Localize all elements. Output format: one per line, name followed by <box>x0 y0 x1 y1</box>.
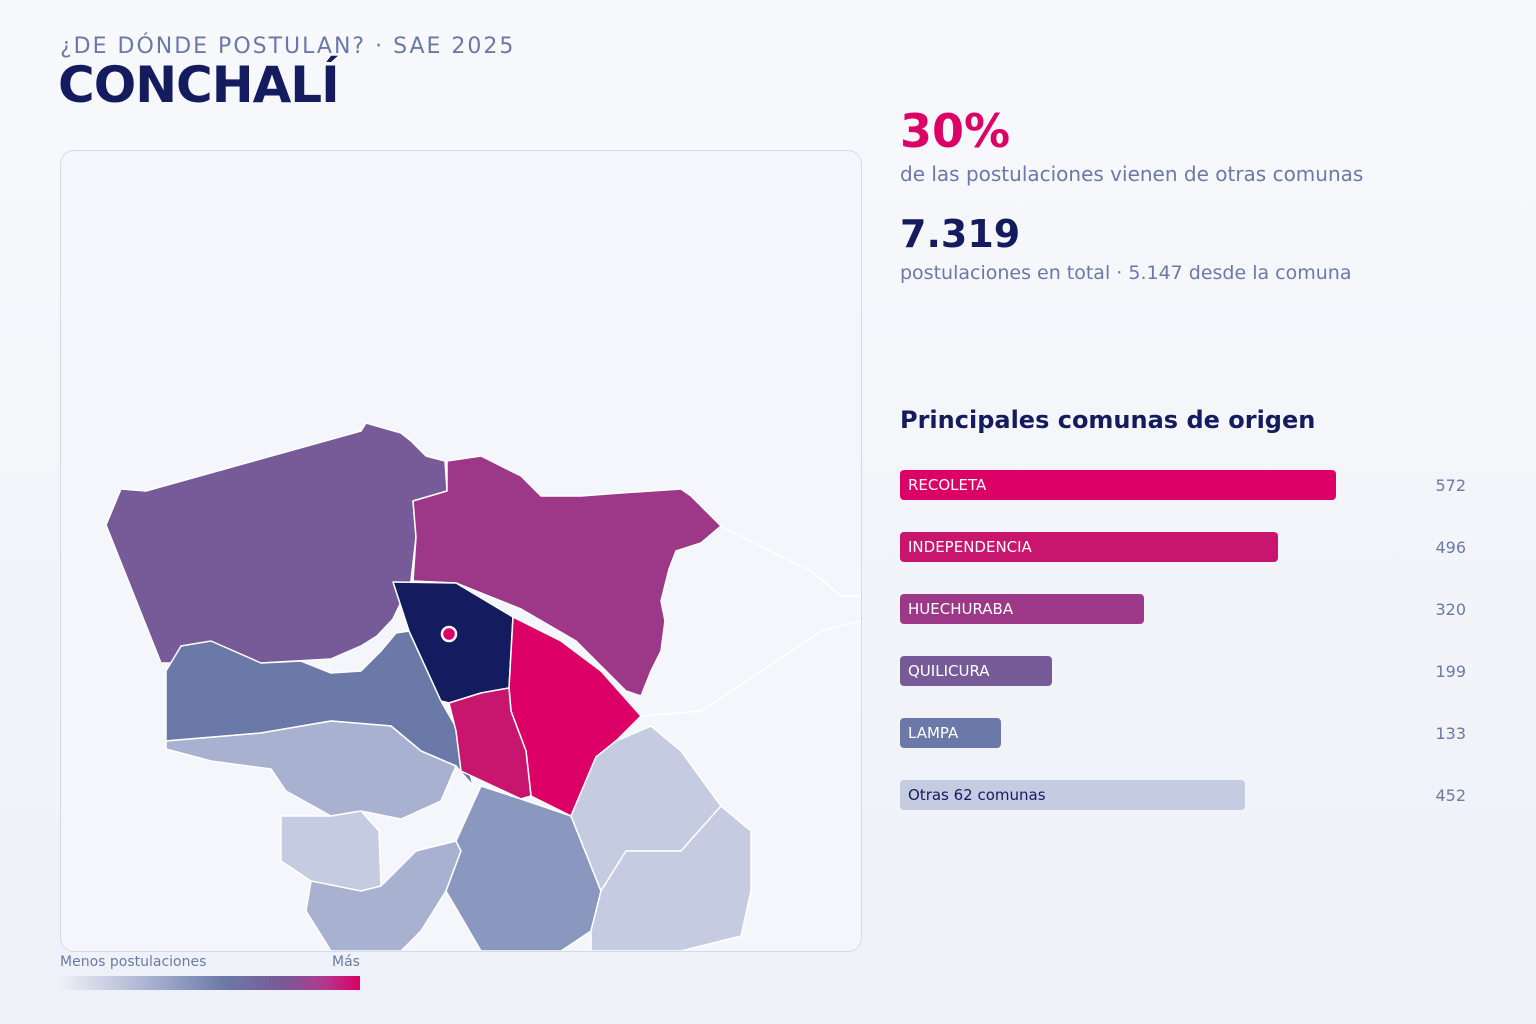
map-panel <box>60 150 862 952</box>
bar-value: 320 <box>1435 600 1466 619</box>
page-kicker: ¿DE DÓNDE POSTULAN? · SAE 2025 <box>60 34 516 59</box>
bar-row: Otras 62 comunas 452 <box>900 780 1480 810</box>
bar: QUILICURA <box>900 656 1052 686</box>
bar: LAMPA <box>900 718 1001 748</box>
page-title: CONCHALÍ <box>58 56 340 114</box>
bar-value: 572 <box>1435 476 1466 495</box>
external-percentage-desc: de las postulaciones vienen de otras com… <box>900 162 1364 186</box>
choropleth-map <box>105 422 861 951</box>
bar-label: INDEPENDENCIA <box>908 538 1032 556</box>
bar-value: 496 <box>1435 538 1466 557</box>
map-region-south-b <box>280 810 382 892</box>
map-region-south-c <box>305 840 462 951</box>
map-region-south-a <box>165 720 457 820</box>
conchali-marker-icon <box>440 625 458 643</box>
bar-label: LAMPA <box>908 724 959 742</box>
bar-row: LAMPA 133 <box>900 718 1480 748</box>
total-applications-desc: postulaciones en total · 5.147 desde la … <box>900 262 1352 284</box>
map-region-huechuraba[interactable] <box>412 455 722 697</box>
bar-label: HUECHURABA <box>908 600 1014 618</box>
bar-label: Otras 62 comunas <box>908 786 1046 804</box>
legend-max-label: Más <box>332 954 360 970</box>
bar-row: HUECHURABA 320 <box>900 594 1480 624</box>
map-region-quilicura[interactable] <box>105 422 448 664</box>
bar-row: QUILICURA 199 <box>900 656 1480 686</box>
map-region-independencia[interactable] <box>448 687 532 800</box>
legend-min-label: Menos postulaciones <box>60 954 207 970</box>
bar-row: RECOLETA 572 <box>900 470 1480 500</box>
bar: INDEPENDENCIA <box>900 532 1278 562</box>
legend-gradient-bar <box>60 976 360 990</box>
bar: HUECHURABA <box>900 594 1144 624</box>
bar-row: INDEPENDENCIA 496 <box>900 532 1480 562</box>
bar-value: 452 <box>1435 786 1466 805</box>
chart-title: Principales comunas de origen <box>900 406 1316 434</box>
bar-label: QUILICURA <box>908 662 990 680</box>
bar-value: 133 <box>1435 724 1466 743</box>
total-applications: 7.319 <box>900 212 1021 256</box>
map-region-east-b <box>590 805 752 951</box>
bar-label: RECOLETA <box>908 476 987 494</box>
map-outline-context <box>640 525 861 717</box>
bar: RECOLETA <box>900 470 1336 500</box>
bar: Otras 62 comunas <box>900 780 1245 810</box>
external-percentage: 30% <box>900 104 1011 158</box>
bar-value: 199 <box>1435 662 1466 681</box>
